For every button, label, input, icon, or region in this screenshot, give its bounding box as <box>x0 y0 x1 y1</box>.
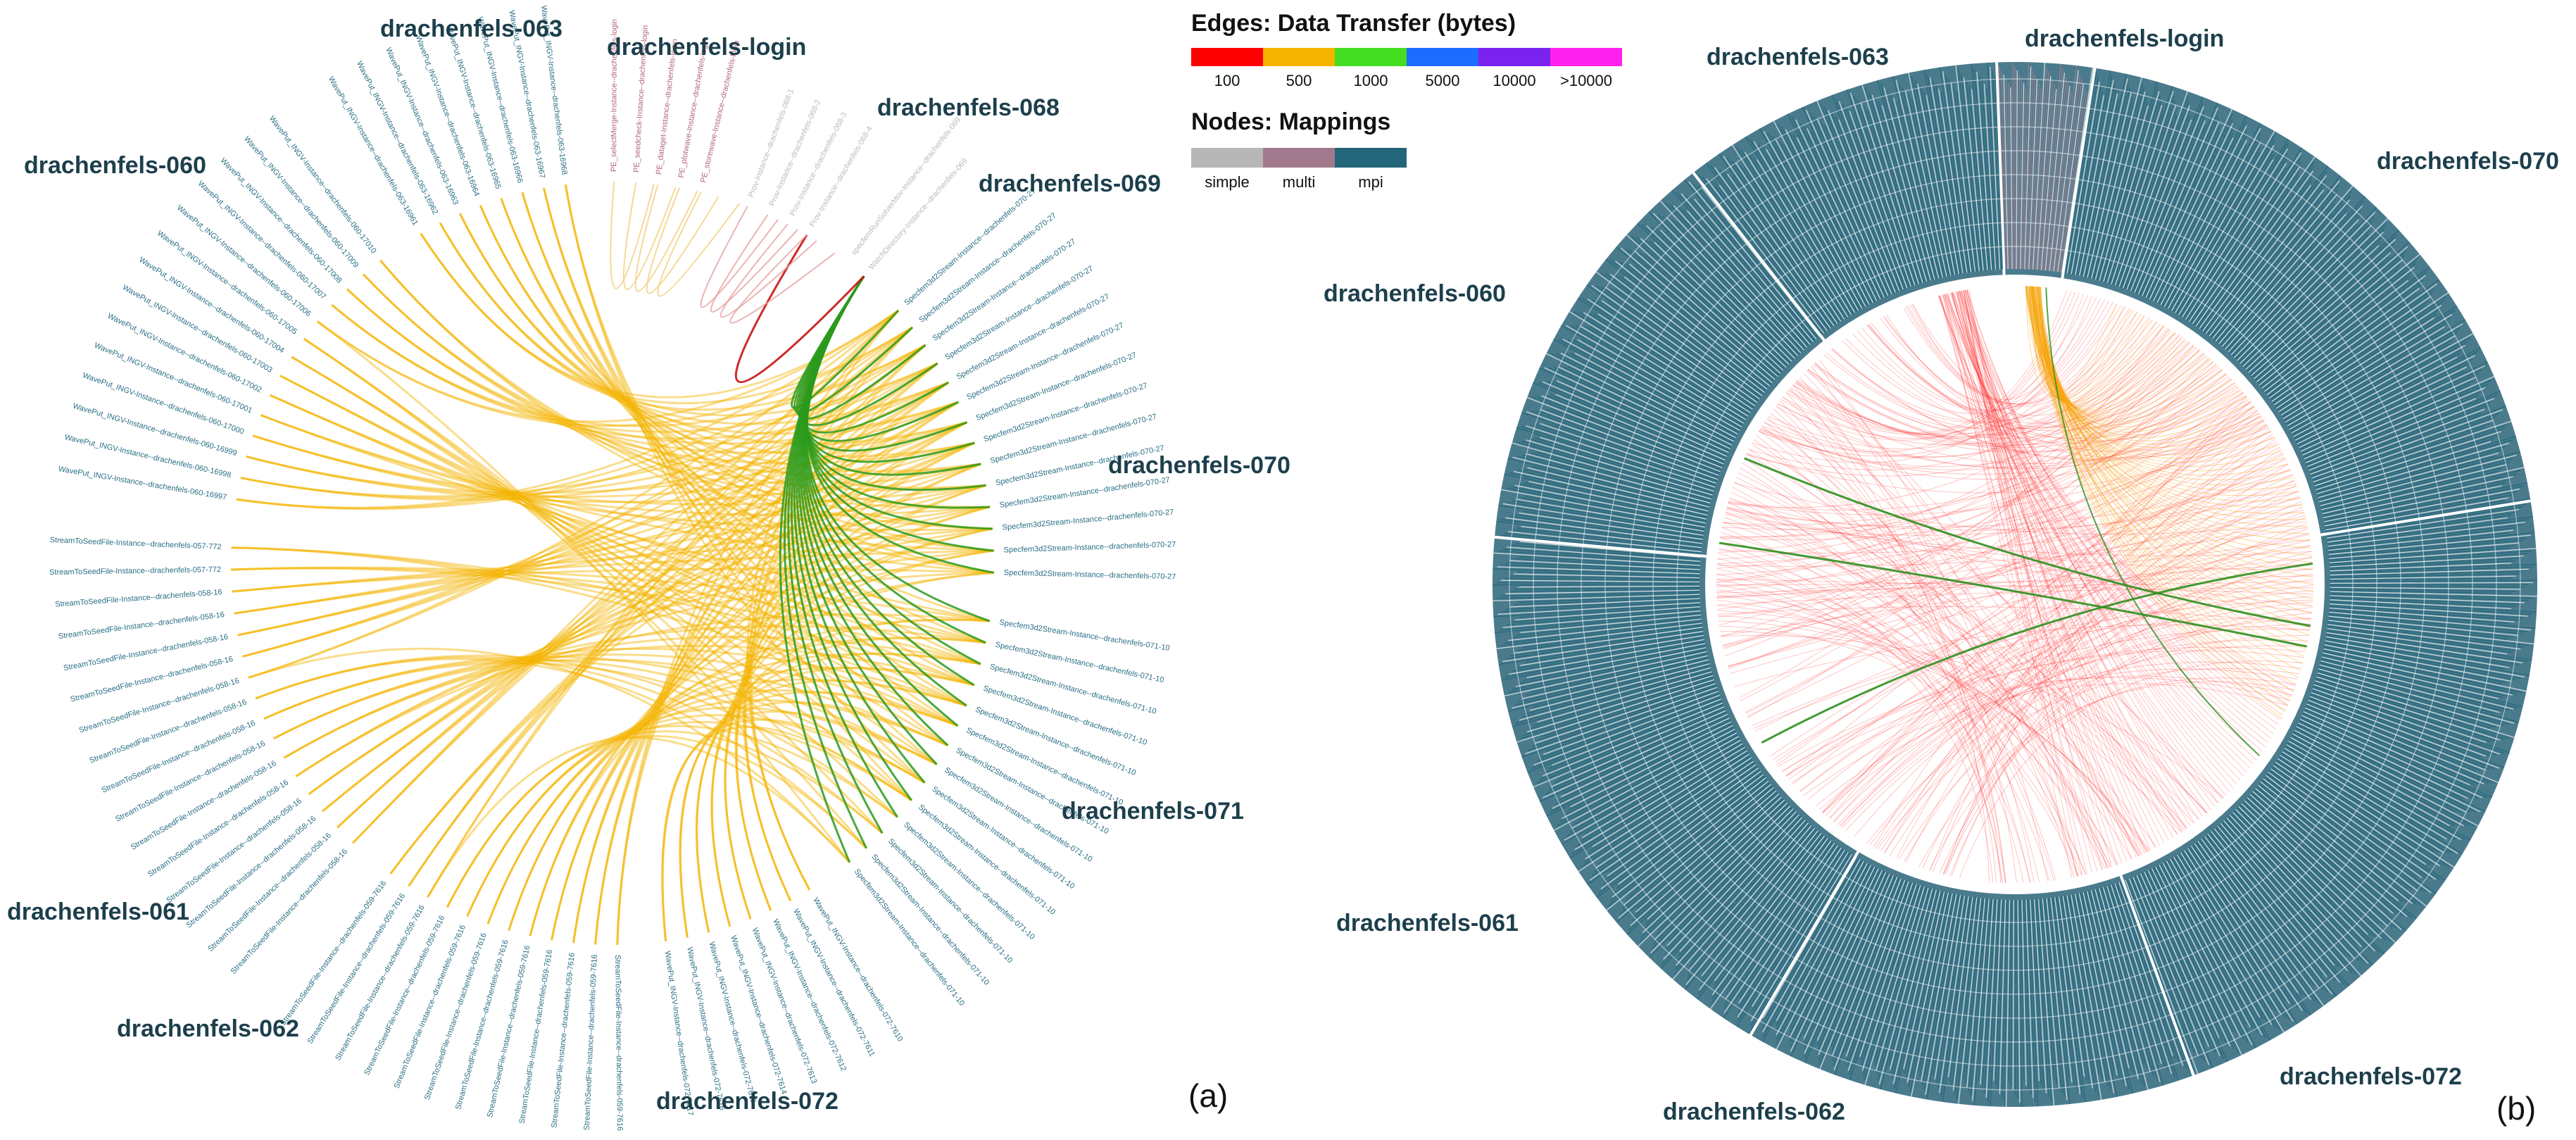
legend-node-swatches: simple multi mpi <box>1191 148 1407 191</box>
panel-a-edge <box>647 187 719 293</box>
panel-b-host-label: drachenfels-login <box>2025 25 2224 52</box>
legend: Edges: Data Transfer (bytes) 100 500 1000 5… <box>1191 10 1622 191</box>
panel-a-node-label: WavePut_INGV-Instance--drachenfels-063-1… <box>444 25 502 190</box>
legend-edge-label: 1000 <box>1354 72 1388 89</box>
panel-b: drachenfels-login drachenfels-063 drache… <box>1324 25 2559 1127</box>
legend-node-label: simple <box>1205 173 1250 191</box>
panel-b-host-label: drachenfels-061 <box>1336 910 1519 937</box>
legend-node-swatch <box>1335 148 1407 168</box>
legend-edge-swatch <box>1550 48 1622 66</box>
panel-a-node-label: Prov-Instance--drachenfels-068-3 <box>788 111 849 218</box>
panel-a-node-label: Specfem3d2Stream-Instance--drachenfels-0… <box>1004 569 1176 582</box>
legend-edge-swatch <box>1407 48 1478 66</box>
panel-a-edges <box>231 182 994 945</box>
figure-canvas: WavePut_INGV-Instance--drachenfels-060-1… <box>0 0 2576 1140</box>
legend-node-label: mpi <box>1358 173 1383 191</box>
panel-a-edge <box>711 215 798 312</box>
legend-nodes-title: Nodes: Mappings <box>1191 108 1390 135</box>
legend-node-label: multi <box>1283 173 1315 191</box>
panel-a-node-label: StreamToSeedFile-Instance--drachenfels-0… <box>423 932 489 1101</box>
panel-a-node-label: StreamToSeedFile-Instance--drachenfels-0… <box>58 610 225 641</box>
panel-a-node-label: StreamToSeedFile-Instance--drachenfels-0… <box>613 955 624 1131</box>
legend-node-swatch <box>1191 148 1263 168</box>
legend-edge-swatch <box>1335 48 1407 66</box>
panel-a-node-label: Specfem3d2Stream-Instance--drachenfels-0… <box>1003 540 1176 554</box>
legend-edge-label: 10000 <box>1493 72 1535 89</box>
legend-edge-label: >10000 <box>1560 72 1612 89</box>
legend-edge-label: 500 <box>1286 72 1312 89</box>
panel-a-host-label: drachenfels-069 <box>979 170 1161 197</box>
legend-edge-swatch <box>1478 48 1550 66</box>
panel-a-host-label: drachenfels-070 <box>1108 452 1290 479</box>
panel-a-host-label: drachenfels-061 <box>7 898 189 925</box>
panel-a: WavePut_INGV-Instance--drachenfels-060-1… <box>7 5 1290 1131</box>
panel-a-node-label: Prov-Instance--drachenfels-068-4 <box>808 125 874 228</box>
panel-a-node-label: StreamToSeedFile-Instance--drachenfels-0… <box>78 677 241 735</box>
panel-b-host-label: drachenfels-072 <box>2280 1063 2462 1090</box>
panel-b-host-label: drachenfels-063 <box>1707 44 1889 70</box>
panel-a-node-label: WavePut_INGV-Instance--drachenfels-060-1… <box>72 402 238 458</box>
legend-edge-label: 5000 <box>1426 72 1460 89</box>
panel-a-node-label: WavePut_INGV-Instance--drachenfels-060-1… <box>82 371 245 436</box>
panel-a-edge <box>467 722 912 916</box>
panel-a-node-label: Specfem3d2Stream-Instance--drachenfels-0… <box>982 684 1148 747</box>
panel-a-edge <box>610 182 654 289</box>
legend-node-swatch <box>1263 148 1335 168</box>
panel-a-node-label: StreamToSeedFile-Instance--drachenfels-0… <box>55 588 222 609</box>
panel-a-node-label: Prov-Instance--drachenfels-068-1 <box>747 88 796 199</box>
legend-edge-label: 100 <box>1214 72 1240 89</box>
panel-a-edge <box>737 464 981 910</box>
panel-a-edge <box>447 736 866 907</box>
legend-edge-swatch <box>1263 48 1335 66</box>
panel-a-edge <box>427 737 849 897</box>
panel-a-edge <box>636 184 698 292</box>
panel-a-edge <box>725 485 986 919</box>
panel-a-host-label: drachenfels-071 <box>1062 798 1244 825</box>
panel-a-node-label: Specfem3d2Stream-Instance--drachenfels-0… <box>983 382 1149 444</box>
panel-b-host-label: drachenfels-062 <box>1663 1098 1845 1125</box>
panel-b-host-label: drachenfels-060 <box>1324 280 1506 307</box>
panel-a-node-label: StreamToSeedFile-Instance--drachenfels-0… <box>583 954 599 1130</box>
panel-a-node-label: WavePut_INGV-Instance--drachenfels-072-7… <box>729 934 788 1095</box>
legend-edge-swatches: 100 500 1000 5000 10000 >10000 <box>1191 48 1622 89</box>
panel-a-host-label: drachenfels-060 <box>24 152 206 179</box>
legend-edge-swatch <box>1191 48 1263 66</box>
panel-a-node-label: StreamToSeedFile-Instance--drachenfels-0… <box>550 952 577 1128</box>
panel-b-tag: (b) <box>2496 1090 2536 1127</box>
panel-a-host-label: drachenfels-068 <box>877 94 1060 121</box>
panel-a-host-label: drachenfels-063 <box>380 15 563 42</box>
panel-a-edge <box>721 224 817 317</box>
panel-a-node-label: StreamToSeedFile-Instance--drachenfels-0… <box>49 536 221 551</box>
panel-a-host-label: drachenfels-072 <box>656 1088 838 1115</box>
panel-a-node-label: StreamToSeedFile-Instance--drachenfels-0… <box>49 565 221 577</box>
panel-b-host-label: drachenfels-070 <box>2377 148 2559 175</box>
panel-a-node-label: Specfem3d2Stream-Instance--drachenfels-0… <box>1002 508 1174 532</box>
legend-edges-title: Edges: Data Transfer (bytes) <box>1191 10 1516 37</box>
panel-a-node-label: Prov-Instance--drachenfels-068-2 <box>768 99 823 208</box>
panel-a-host-label: drachenfels-062 <box>117 1015 299 1042</box>
panel-a-tag: (a) <box>1188 1077 1228 1114</box>
panel-a-host-label: drachenfels-login <box>607 34 806 61</box>
panel-a-node-label: StreamToSeedFile-Instance--drachenfels-0… <box>454 939 510 1110</box>
